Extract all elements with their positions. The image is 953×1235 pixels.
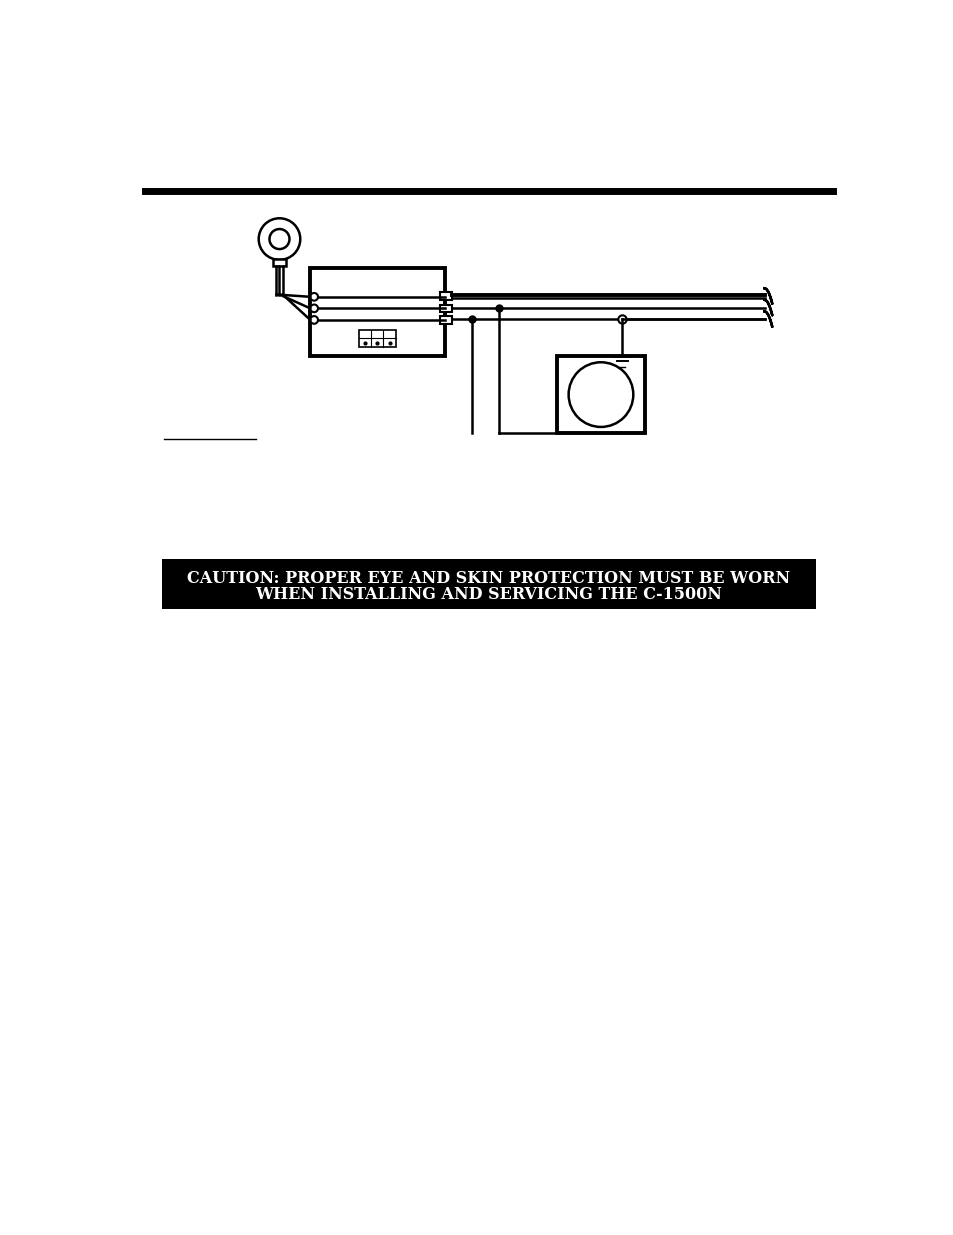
Bar (358, 330, 395, 347)
Bar (310, 268, 444, 356)
Bar (439, 305, 452, 312)
Circle shape (310, 293, 317, 300)
Bar (439, 293, 452, 300)
Bar (273, 259, 286, 266)
Text: CAUTION: PROPER EYE AND SKIN PROTECTION MUST BE WORN: CAUTION: PROPER EYE AND SKIN PROTECTION … (187, 569, 790, 587)
Circle shape (258, 219, 300, 259)
Circle shape (568, 362, 633, 427)
Circle shape (269, 228, 289, 249)
Circle shape (310, 305, 317, 312)
Bar (161, 559, 816, 609)
Bar (557, 356, 644, 433)
Circle shape (310, 316, 317, 324)
Bar (439, 316, 452, 324)
Text: WHEN INSTALLING AND SERVICING THE C-1500N: WHEN INSTALLING AND SERVICING THE C-1500… (255, 587, 721, 604)
